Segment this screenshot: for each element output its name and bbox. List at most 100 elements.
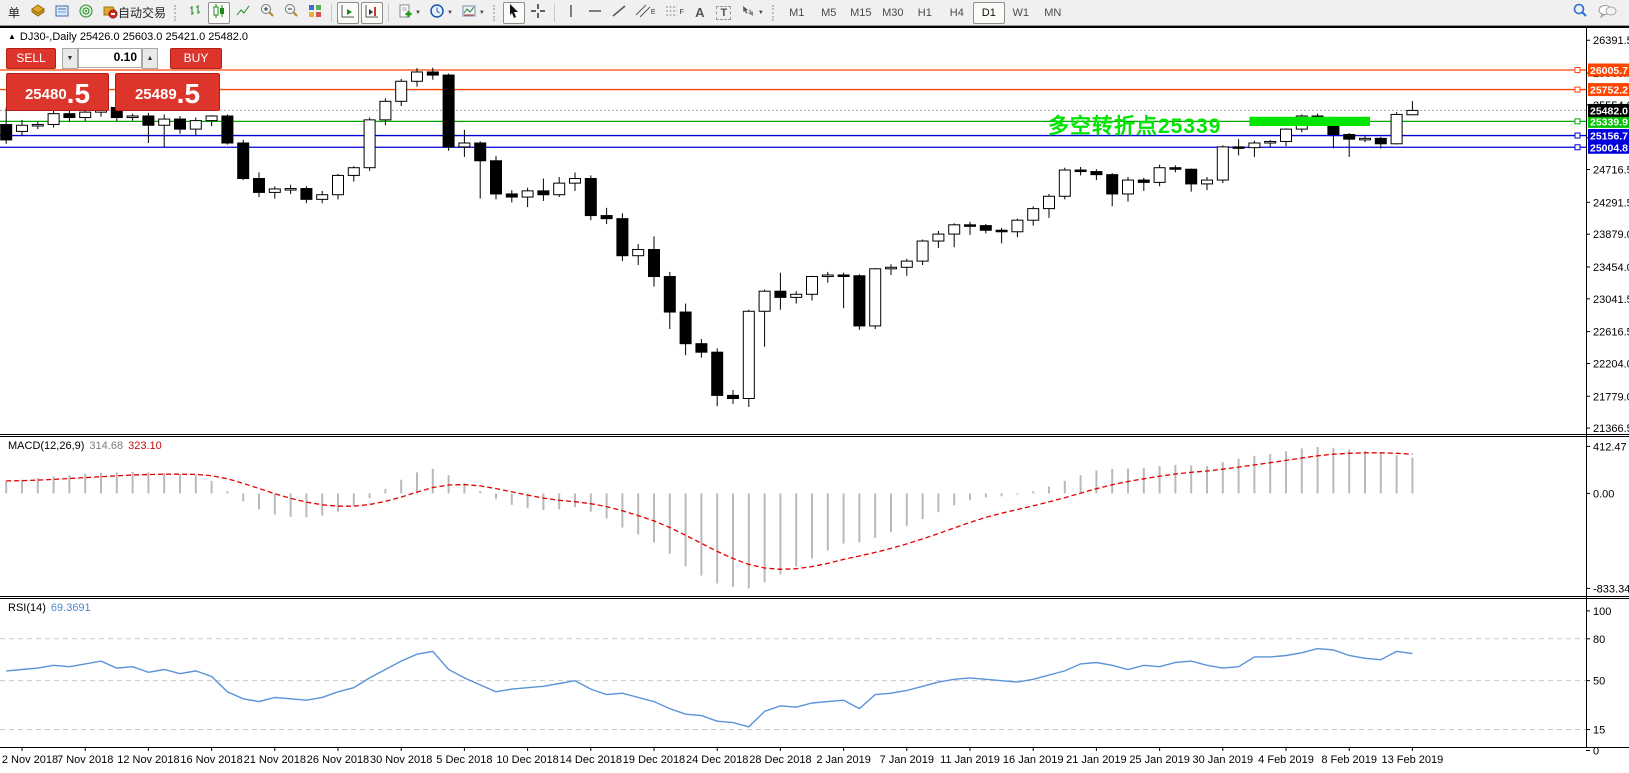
vertical-line-button[interactable] [560,2,582,24]
candle [695,339,708,358]
candle [1027,206,1040,226]
pane-separator [0,596,1629,597]
channel-button[interactable]: E [632,2,659,24]
volume-increase-button[interactable]: ▲ [142,47,158,69]
tab-timeframe-W1[interactable]: W1 [1012,6,1030,19]
line-chart-icon [235,3,251,22]
search-button[interactable] [1568,2,1592,24]
candle [253,172,265,198]
volume-decrease-button[interactable]: ▼ [62,47,78,69]
auto-scroll-button[interactable] [337,1,360,24]
data-window-button[interactable] [51,2,73,24]
hline-handle[interactable] [1574,67,1581,74]
market-watch-button[interactable] [27,2,49,24]
toolbar-right [1567,2,1629,24]
chart-title: ▲ DJ30-,Daily 25426.0 25603.0 25421.0 254… [8,31,248,43]
tab-timeframe-M15[interactable]: M15 [850,6,872,19]
pane-separator [0,436,1629,437]
rsi-tick-label: 50 [1593,676,1605,688]
candle [1122,176,1134,202]
volume-stepper: ▼ 0.10 ▲ [62,47,158,69]
text-button[interactable]: A [689,2,711,24]
price-badge-label: 25752.2 [1590,85,1628,97]
arrows-button[interactable]: ▼ [737,2,767,24]
cursor-button[interactable] [502,1,525,24]
candle [774,272,787,310]
sell-button[interactable]: SELL [6,47,56,69]
templates-button[interactable]: ▼ [458,2,488,24]
candlestick-chart-button[interactable] [208,1,231,24]
zoom-in-icon [259,3,275,22]
hline-handle[interactable] [1574,144,1581,151]
navigator-button[interactable] [75,2,97,24]
candle [158,114,171,147]
rsi-tick-label: 0 [1593,745,1599,757]
chevron-down-icon: ▼ [757,9,764,16]
crosshair-button[interactable] [527,2,549,24]
new-order-button[interactable]: 单 [3,2,25,24]
candle [221,114,234,145]
tab-timeframe-M30[interactable]: M30 [882,6,904,19]
candle [600,207,613,225]
fibonacci-button[interactable]: F [661,2,687,24]
candle [979,224,992,234]
macd-name: MACD(12,26,9) [8,440,85,452]
label-button[interactable]: T [713,2,735,24]
candle [916,239,929,265]
volume-input[interactable]: 0.10 [78,48,142,68]
candle [948,223,961,248]
buy-price-button[interactable]: 25489.5 [115,73,220,111]
time-axis-line [0,747,1629,748]
time-tick-label: 21 Jan 2019 [1066,754,1127,766]
autotrading-button[interactable]: 自动交易 [99,2,169,24]
candle [885,264,897,275]
price-badge-label: 25004.8 [1590,142,1628,154]
tab-timeframe-D1[interactable]: D1 [972,1,1005,24]
price-badge-label: 25339.9 [1590,116,1628,128]
chat-button[interactable] [1594,2,1620,24]
tab-timeframe-M5[interactable]: M5 [821,6,837,19]
indicators-button[interactable]: ▼ [394,2,424,24]
autotrading-icon [102,3,118,22]
tab-timeframe-MN[interactable]: MN [1044,6,1062,19]
buy-button[interactable]: BUY [170,47,222,69]
collapse-arrow-icon[interactable]: ▲ [8,32,16,41]
price-tick-label: 21779.0 [1593,391,1629,403]
bar-chart-button[interactable] [184,2,206,24]
time-tick-label: 14 Dec 2018 [560,754,622,766]
tile-windows-button[interactable] [304,2,326,24]
periods-icon [429,3,445,22]
annotation-text-object[interactable]: 多空转折点25339 [1048,115,1222,138]
sell-price-button[interactable]: 25480.5 [6,73,109,111]
rectangle-object[interactable] [1249,116,1370,127]
candle [1106,173,1119,207]
candle [268,186,281,199]
candle [237,139,250,181]
hline-handle[interactable] [1574,118,1581,125]
zoom-in-button[interactable] [256,2,278,24]
candle [742,309,755,407]
tab-timeframe-M1[interactable]: M1 [789,6,805,19]
toolbar-grip [771,4,777,21]
time-tick-label: 4 Feb 2019 [1258,754,1314,766]
tab-timeframe-H4[interactable]: H4 [949,6,964,19]
chart-title-text: DJ30-,Daily 25426.0 25603.0 25421.0 2548… [19,31,249,43]
pane-separator [0,598,1629,599]
tab-timeframe-H1[interactable]: H1 [917,6,932,19]
candle [663,271,676,330]
channel-tag: E [650,9,656,16]
time-tick-label: 24 Dec 2018 [686,754,748,766]
timeframe-bar: M1 M5 M15 M30 H1 H4 D1 W1 MN [781,1,1069,24]
hline-handle[interactable] [1574,132,1581,139]
line-chart-button[interactable] [232,2,254,24]
chevron-down-icon: ▼ [446,9,453,16]
periods-button[interactable]: ▼ [426,2,456,24]
zoom-out-button[interactable] [280,2,302,24]
chart-shift-button[interactable] [361,1,384,24]
chevron-down-icon: ▼ [415,9,421,16]
trendline-button[interactable] [608,2,630,24]
horizontal-line-button[interactable] [584,2,606,24]
candle [442,73,455,151]
cursor-icon [506,3,522,22]
hline-handle[interactable] [1574,86,1581,93]
